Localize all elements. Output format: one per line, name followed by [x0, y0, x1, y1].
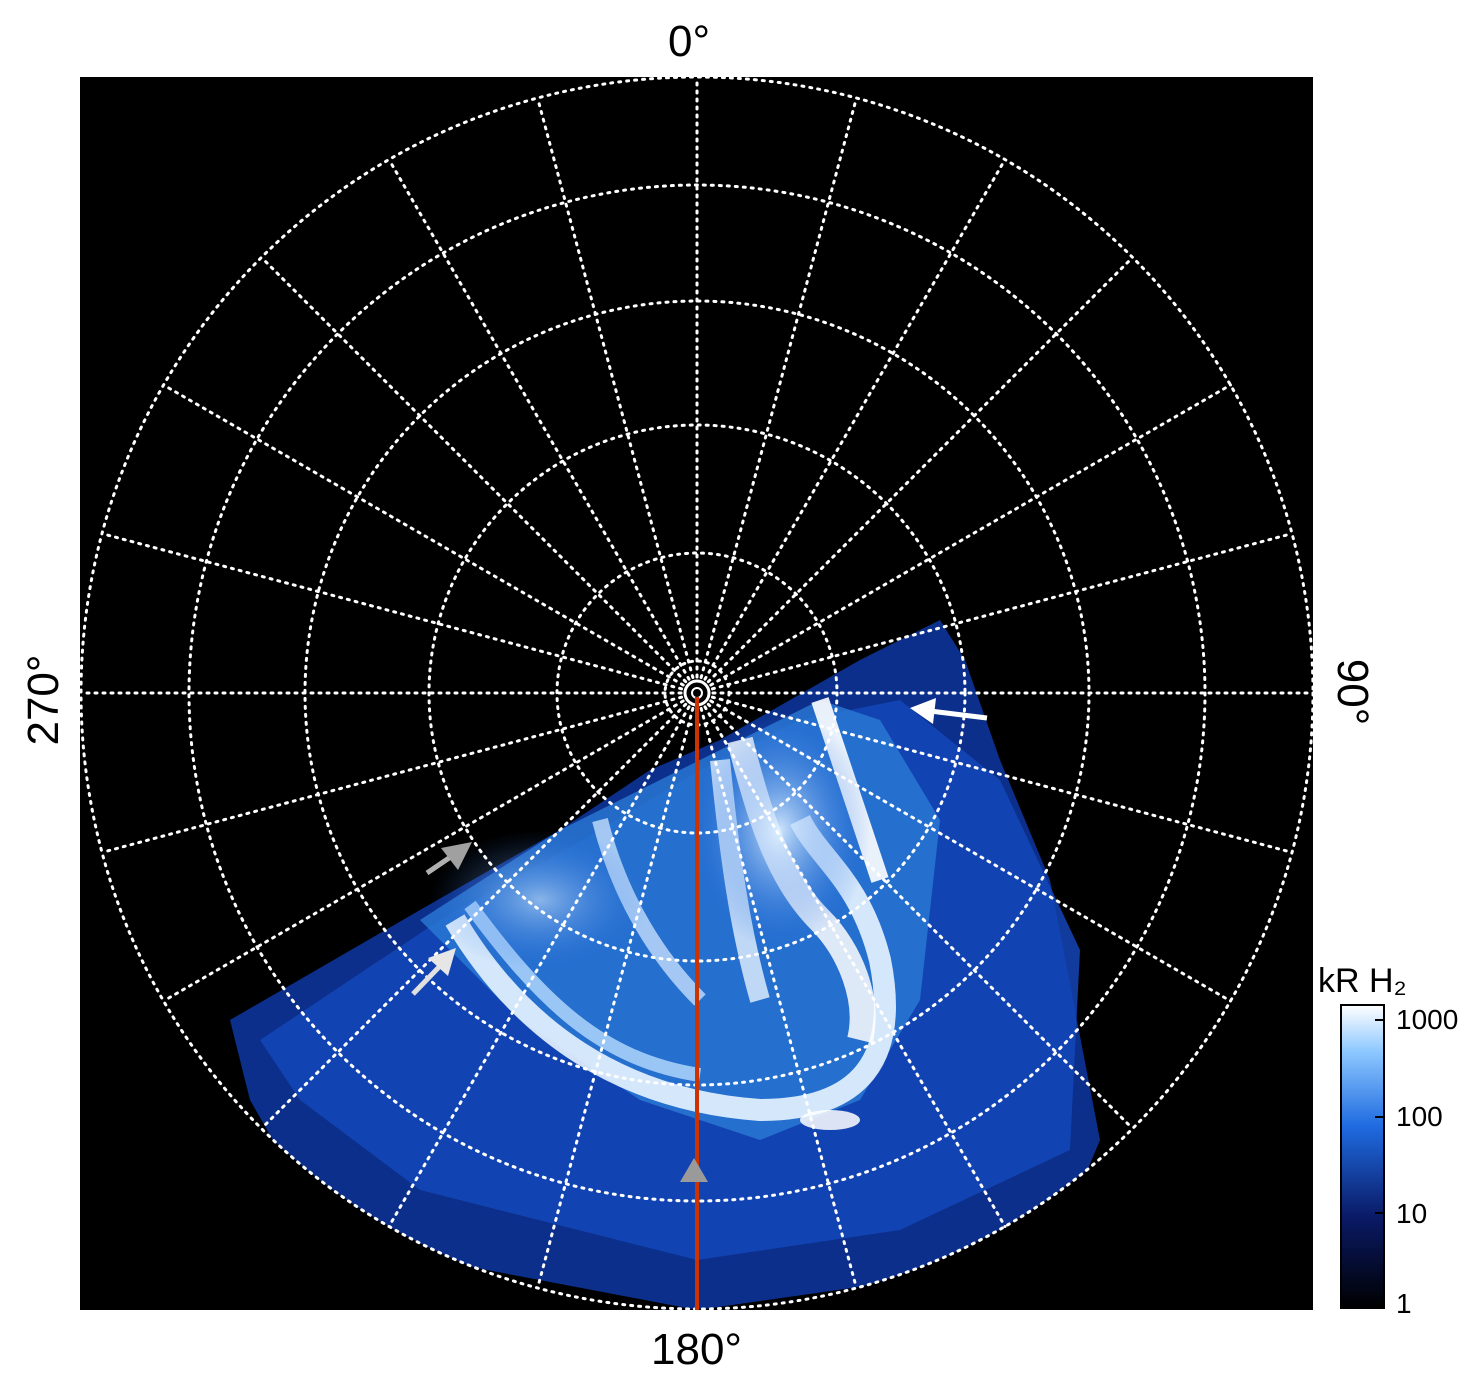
colorbar-tick-10: 10: [1396, 1198, 1428, 1229]
colorbar-title: kR H₂: [1318, 962, 1407, 1000]
colorbar: [1340, 1004, 1385, 1309]
angle-label-180: 180°: [651, 1325, 743, 1374]
light-gray-arrow-icon: [411, 948, 456, 996]
triangle-marker: [680, 1158, 708, 1182]
colorbar-tick-100: 100: [1396, 1101, 1443, 1132]
angle-label-0: 0°: [668, 17, 711, 66]
grid-ring: [187, 183, 1207, 1203]
auroral-emission-image: [230, 620, 1100, 1309]
white-arrow-icon: [910, 698, 988, 724]
colorbar-tick-1: 1: [1396, 1288, 1412, 1319]
grid-ring: [555, 551, 839, 835]
colorbar-tick-1000: 1000: [1396, 1004, 1459, 1035]
gray-arrow-icon: [425, 842, 472, 876]
grid-ring: [427, 423, 967, 963]
angle-label-90: 90°: [1328, 658, 1377, 726]
angle-label-270: 270°: [19, 654, 68, 746]
